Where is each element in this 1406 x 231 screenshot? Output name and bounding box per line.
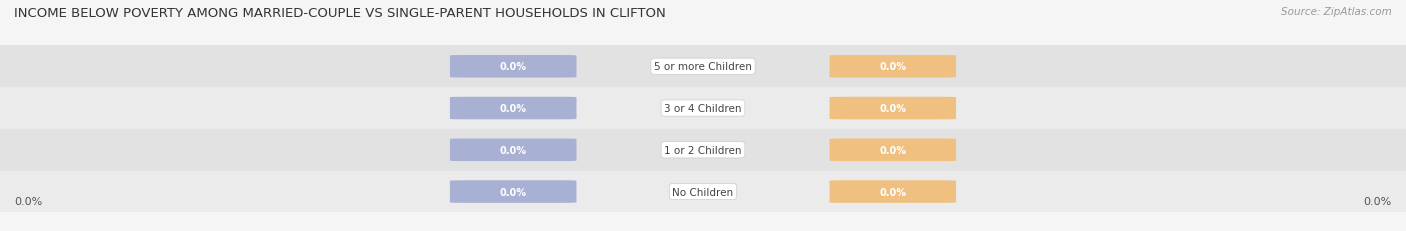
FancyBboxPatch shape [450, 56, 576, 78]
Text: 0.0%: 0.0% [499, 103, 527, 114]
FancyBboxPatch shape [830, 139, 956, 161]
FancyBboxPatch shape [450, 180, 576, 203]
Bar [0, 88, 1406, 129]
Text: 0.0%: 0.0% [499, 187, 527, 197]
Text: Source: ZipAtlas.com: Source: ZipAtlas.com [1281, 7, 1392, 17]
FancyBboxPatch shape [830, 56, 956, 78]
FancyBboxPatch shape [450, 139, 576, 161]
Text: 0.0%: 0.0% [879, 62, 907, 72]
Text: 0.0%: 0.0% [879, 187, 907, 197]
Text: 0.0%: 0.0% [499, 145, 527, 155]
Text: 0.0%: 0.0% [879, 145, 907, 155]
Text: 0.0%: 0.0% [1364, 196, 1392, 206]
Text: 0.0%: 0.0% [499, 62, 527, 72]
Text: 5 or more Children: 5 or more Children [654, 62, 752, 72]
FancyBboxPatch shape [830, 97, 956, 120]
Text: INCOME BELOW POVERTY AMONG MARRIED-COUPLE VS SINGLE-PARENT HOUSEHOLDS IN CLIFTON: INCOME BELOW POVERTY AMONG MARRIED-COUPL… [14, 7, 666, 20]
FancyBboxPatch shape [450, 97, 576, 120]
Text: No Children: No Children [672, 187, 734, 197]
Bar [0, 129, 1406, 171]
FancyBboxPatch shape [830, 180, 956, 203]
Text: 3 or 4 Children: 3 or 4 Children [664, 103, 742, 114]
Bar [0, 171, 1406, 213]
Text: 1 or 2 Children: 1 or 2 Children [664, 145, 742, 155]
Bar [0, 46, 1406, 88]
Text: 0.0%: 0.0% [879, 103, 907, 114]
Text: 0.0%: 0.0% [14, 196, 42, 206]
